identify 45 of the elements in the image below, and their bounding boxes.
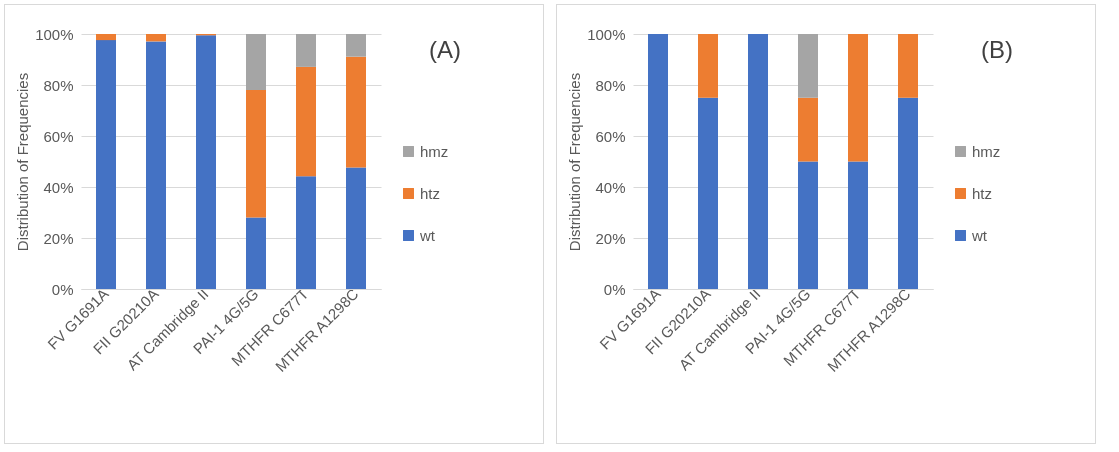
legend-label: wt: [419, 226, 436, 244]
text: (B): [981, 36, 1013, 63]
bar: [296, 66, 316, 177]
bar: [296, 176, 316, 289]
bar: [798, 161, 818, 289]
bar: [698, 34, 718, 98]
bar: [748, 34, 768, 289]
bar: [146, 34, 166, 42]
bar: [196, 35, 216, 289]
bar: [346, 34, 366, 57]
bar: [798, 34, 818, 98]
y-tick-label: 80%: [595, 76, 626, 94]
y-axis-title: Distribution of Frequencies: [14, 72, 32, 252]
bar: [648, 34, 668, 289]
legend-label: wt: [971, 226, 988, 244]
bar: [346, 56, 366, 168]
y-tick-label: 80%: [43, 76, 74, 94]
bar: [798, 97, 818, 162]
bar: [246, 217, 266, 289]
bar: [246, 34, 266, 91]
bar: [698, 97, 718, 289]
bar: [96, 34, 116, 41]
y-tick-label: 20%: [595, 229, 626, 247]
y-tick-label: 60%: [43, 127, 74, 145]
y-tick-label: 40%: [595, 178, 626, 196]
bar: [246, 90, 266, 218]
legend-label: hmz: [420, 142, 449, 160]
legend-label: htz: [420, 184, 441, 202]
y-tick-label: 100%: [587, 25, 626, 43]
bar: [898, 97, 918, 289]
bar: [296, 34, 316, 67]
y-tick-label: 40%: [43, 178, 74, 196]
bar: [96, 40, 116, 289]
legend-label: htz: [972, 184, 993, 202]
bar: [848, 34, 868, 162]
bar: [848, 161, 868, 289]
legend-label: hmz: [972, 142, 1001, 160]
bar: [346, 167, 366, 289]
y-tick-label: 60%: [595, 127, 626, 145]
bar: [146, 41, 166, 289]
bar: [898, 34, 918, 98]
y-axis-title: Distribution of Frequencies: [566, 72, 584, 252]
text: (A): [429, 36, 461, 63]
y-tick-label: 100%: [35, 25, 74, 43]
y-tick-label: 20%: [43, 229, 74, 247]
